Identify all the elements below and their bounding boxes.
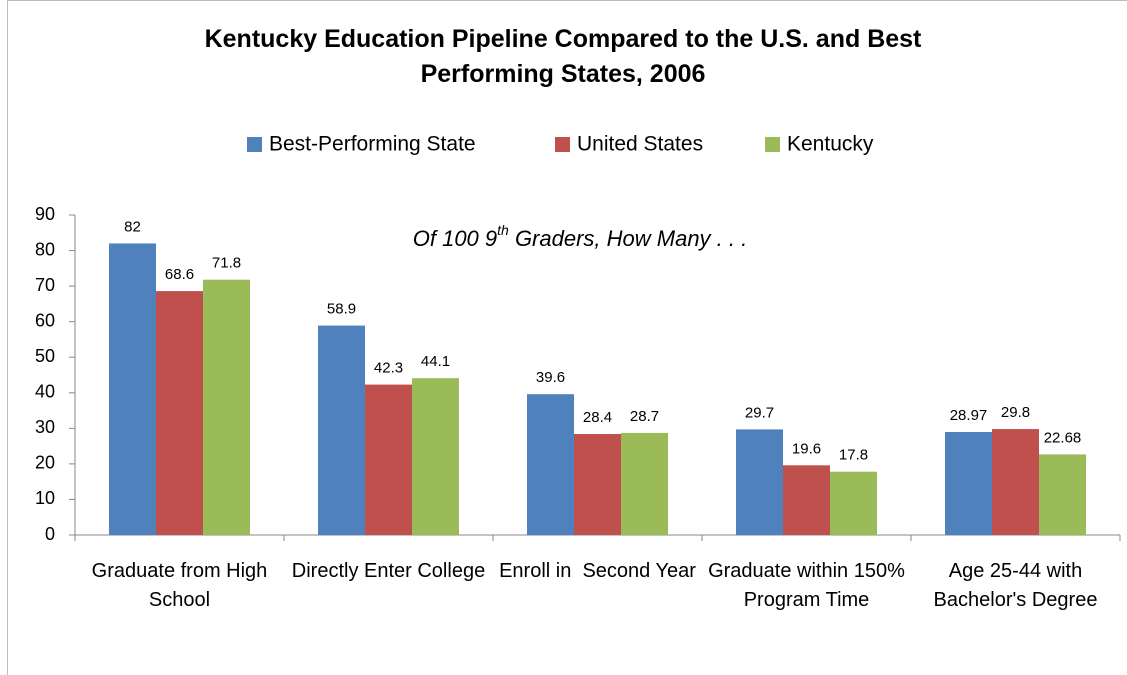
chart-border [7, 0, 1127, 675]
y-tick-label: 70 [35, 275, 55, 295]
bar [156, 291, 203, 535]
data-label: 28.7 [630, 408, 659, 425]
bar [574, 434, 621, 535]
y-tick-label: 40 [35, 382, 55, 402]
bar [109, 243, 156, 535]
bar [830, 471, 877, 535]
y-tick-label: 90 [35, 204, 55, 224]
y-tick-label: 60 [35, 310, 55, 330]
annotation-part: Of 100 9 [413, 226, 497, 251]
bar [318, 325, 365, 535]
data-label: 58.9 [327, 301, 356, 318]
bar [945, 431, 992, 535]
legend-label: Kentucky [787, 133, 874, 156]
chart-title: Kentucky Education Pipeline Compared to … [204, 25, 922, 88]
data-label: 39.6 [536, 369, 565, 386]
data-label: 68.6 [165, 266, 194, 283]
bar [783, 465, 830, 535]
annotation: Of 100 9th Graders, How Many . . . [413, 222, 747, 251]
bar [412, 378, 459, 535]
y-tick-label: 20 [35, 453, 55, 473]
annotation-part: th [497, 222, 509, 238]
x-tick-label: Directly Enter College [291, 560, 486, 582]
y-tick-label: 0 [45, 524, 55, 544]
legend-label: Best-Performing State [269, 133, 476, 156]
data-label: 29.8 [1001, 404, 1030, 421]
bar [992, 429, 1039, 535]
x-tick-label: Graduate from High School [91, 560, 273, 611]
legend-swatch [555, 137, 570, 152]
y-tick-label: 10 [35, 488, 55, 508]
y-tick-label: 80 [35, 239, 55, 259]
data-label: 22.68 [1044, 429, 1082, 446]
bar [365, 384, 412, 535]
data-label: 42.3 [374, 360, 403, 377]
legend-label: United States [577, 133, 703, 156]
data-label: 44.1 [421, 353, 450, 370]
legend-swatch [765, 137, 780, 152]
y-tick-label: 30 [35, 417, 55, 437]
legend-swatch [247, 137, 262, 152]
data-label: 71.8 [212, 255, 241, 272]
annotation-part: Graders, How Many . . . [509, 226, 747, 251]
data-label: 29.7 [745, 404, 774, 421]
data-label: 19.6 [792, 440, 821, 457]
bar [527, 394, 574, 535]
bar [621, 432, 668, 535]
x-tick-label: Enroll in Second Year [499, 560, 696, 582]
data-label: 17.8 [839, 447, 868, 464]
bar [203, 279, 250, 535]
data-label: 82 [124, 218, 141, 235]
bar [1039, 454, 1086, 535]
bar [736, 429, 783, 535]
x-tick-label: Age 25-44 with Bachelor's Degree [933, 560, 1098, 611]
data-label: 28.4 [583, 409, 612, 426]
y-tick-label: 50 [35, 346, 55, 366]
data-label: 28.97 [950, 407, 988, 424]
x-tick-label: Graduate within 150% Program Time [708, 560, 911, 611]
